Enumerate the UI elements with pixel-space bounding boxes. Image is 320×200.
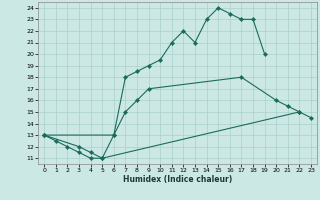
X-axis label: Humidex (Indice chaleur): Humidex (Indice chaleur)	[123, 175, 232, 184]
